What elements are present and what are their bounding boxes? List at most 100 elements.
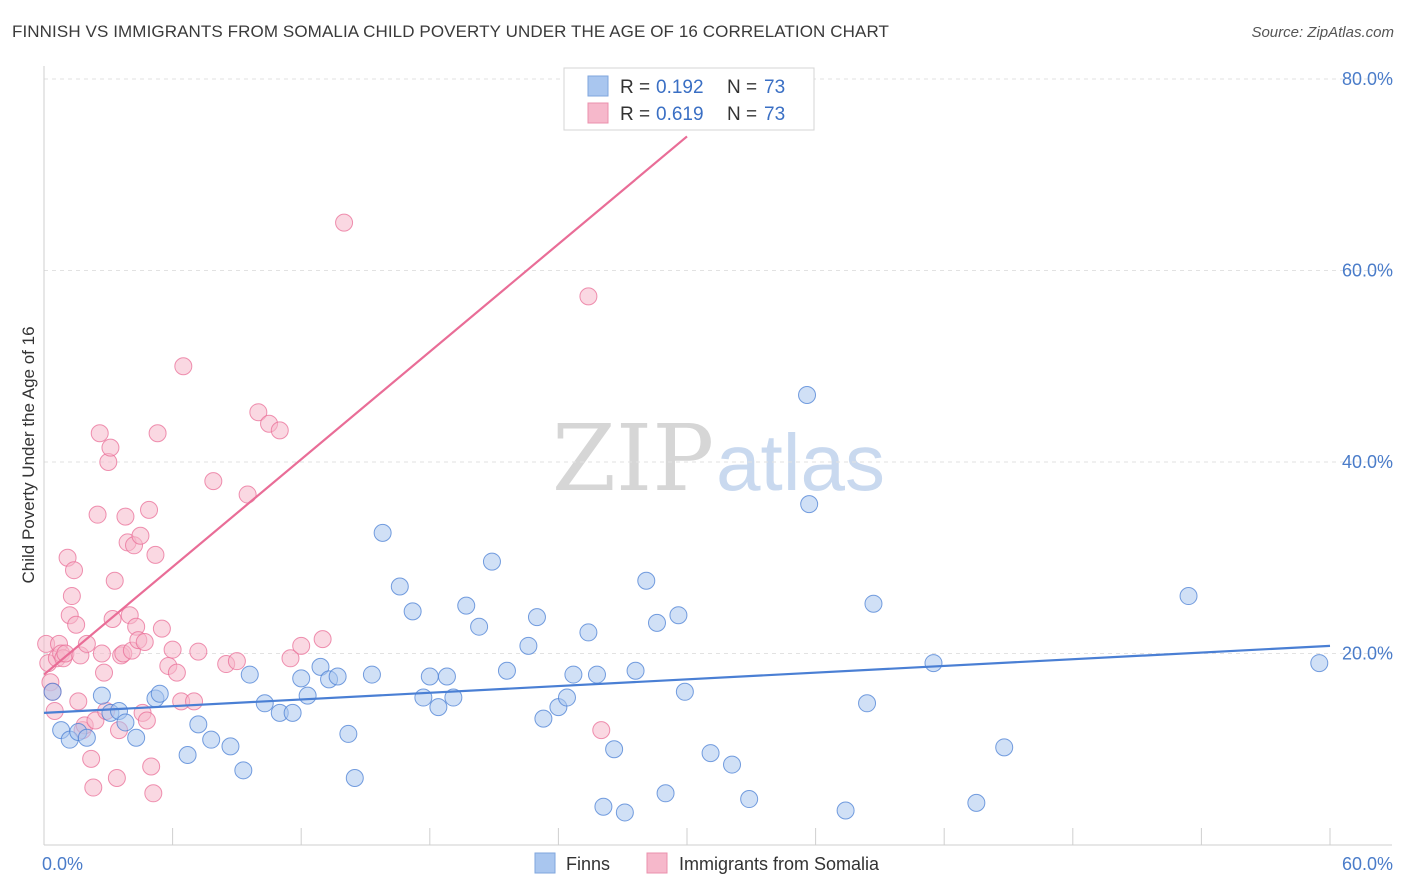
- finns-point-65: [864, 594, 883, 613]
- finns-point-32: [414, 688, 433, 707]
- somalia-point-47: [140, 500, 159, 519]
- gridlines: [44, 78, 1392, 654]
- bottom-legend-label-somalia: Immigrants from Somalia: [679, 854, 880, 874]
- finns-point-11: [150, 684, 169, 703]
- somalia-point-72: [592, 721, 611, 740]
- finns-point-63: [836, 801, 855, 820]
- finns-points: [43, 385, 1329, 822]
- finns-point-16: [234, 761, 253, 780]
- bottom-legend-swatch-somalia: [646, 852, 668, 874]
- watermark-zip: ZIP: [552, 405, 714, 512]
- somalia-point-52: [152, 619, 171, 638]
- finns-point-14: [202, 730, 221, 749]
- somalia-point-69: [313, 630, 332, 649]
- finns-point-45: [557, 688, 576, 707]
- finns-point-56: [669, 606, 688, 625]
- finns-point-52: [626, 661, 645, 680]
- finns-point-4: [77, 728, 96, 747]
- axes: [43, 66, 1392, 846]
- somalia-point-32: [107, 768, 126, 787]
- finns-point-30: [390, 577, 409, 596]
- finns-point-47: [579, 623, 598, 642]
- bottom-legend-swatch-finns: [534, 852, 556, 874]
- watermark: ZIP atlas: [552, 405, 885, 512]
- finns-point-58: [701, 744, 720, 763]
- somalia-point-60: [204, 472, 223, 491]
- somalia-point-66: [270, 421, 289, 440]
- finns-point-12: [178, 745, 197, 764]
- finns-point-23: [311, 657, 330, 676]
- somalia-trend-line: [43, 135, 688, 676]
- finns-point-18: [255, 694, 274, 713]
- somalia-point-71: [579, 287, 598, 306]
- legend-r-value-finns: 0.192: [656, 77, 704, 98]
- finns-point-26: [339, 724, 358, 743]
- somalia-point-23: [88, 505, 107, 524]
- x-tick-label-0: 0.0%: [42, 854, 83, 874]
- finns-point-59: [723, 755, 742, 774]
- legend-n-label-finns: N =: [727, 77, 757, 98]
- somalia-point-46: [137, 711, 156, 730]
- legend-r-label-finns: R =: [620, 77, 650, 98]
- chart-title: FINNISH VS IMMIGRANTS FROM SOMALIA CHILD…: [12, 22, 890, 41]
- legend-swatch-somalia: [587, 102, 609, 124]
- finns-point-36: [444, 688, 463, 707]
- somalia-points: [37, 213, 611, 803]
- finns-point-22: [298, 686, 317, 705]
- finns-point-61: [798, 385, 817, 404]
- finns-point-38: [470, 617, 489, 636]
- somalia-point-29: [101, 438, 120, 457]
- legend-swatch-finns: [587, 75, 609, 97]
- finns-point-41: [519, 636, 538, 655]
- y-axis-title: Child Poverty Under the Age of 16: [19, 326, 38, 583]
- finns-point-15: [221, 737, 240, 756]
- finns-point-28: [362, 665, 381, 684]
- legend-bottom: Finns Immigrants from Somalia: [534, 852, 880, 874]
- somalia-point-15: [69, 692, 88, 711]
- somalia-point-13: [65, 561, 84, 580]
- somalia-point-45: [135, 633, 154, 652]
- somalia-point-59: [189, 642, 208, 661]
- finns-point-40: [497, 661, 516, 680]
- finns-point-29: [373, 523, 392, 542]
- legend-r-label-somalia: R =: [620, 104, 650, 125]
- finns-point-5: [92, 686, 111, 705]
- somalia-point-12: [62, 587, 81, 606]
- x-tick-labels: 0.0% 60.0%: [42, 854, 1393, 874]
- somalia-point-24: [90, 424, 109, 443]
- finns-point-55: [656, 784, 675, 803]
- finns-point-13: [189, 715, 208, 734]
- finns-point-31: [403, 602, 422, 621]
- finns-point-69: [1179, 587, 1198, 606]
- legend-top: R = 0.192 N = 73 R = 0.619 N = 73: [563, 67, 815, 131]
- x-ticks: [43, 828, 1331, 845]
- finns-point-66: [924, 654, 943, 673]
- somalia-point-48: [142, 757, 161, 776]
- legend-n-value-somalia: 73: [764, 104, 785, 125]
- finns-point-34: [429, 698, 448, 717]
- finns-point-48: [587, 665, 606, 684]
- legend-r-value-somalia: 0.619: [656, 104, 704, 125]
- somalia-point-20: [82, 749, 101, 768]
- somalia-point-50: [146, 545, 165, 564]
- finns-point-0: [43, 682, 62, 701]
- finns-trend-line: [43, 644, 1331, 714]
- somalia-point-9: [56, 644, 75, 663]
- trend-lines: [43, 135, 1331, 714]
- finns-point-49: [594, 797, 613, 816]
- finns-point-8: [116, 713, 135, 732]
- somalia-point-36: [116, 507, 135, 526]
- somalia-point-43: [131, 526, 150, 545]
- somalia-point-49: [144, 784, 163, 803]
- finns-point-37: [457, 596, 476, 615]
- finns-point-43: [534, 709, 553, 728]
- finns-point-17: [240, 665, 259, 684]
- y-tick-label-3: 80.0%: [1342, 69, 1393, 89]
- finns-point-51: [615, 803, 634, 822]
- finns-point-67: [967, 793, 986, 812]
- finns-point-33: [420, 667, 439, 686]
- finns-point-54: [647, 613, 666, 632]
- y-tick-label-2: 60.0%: [1342, 261, 1393, 281]
- y-tick-label-0: 20.0%: [1342, 644, 1393, 664]
